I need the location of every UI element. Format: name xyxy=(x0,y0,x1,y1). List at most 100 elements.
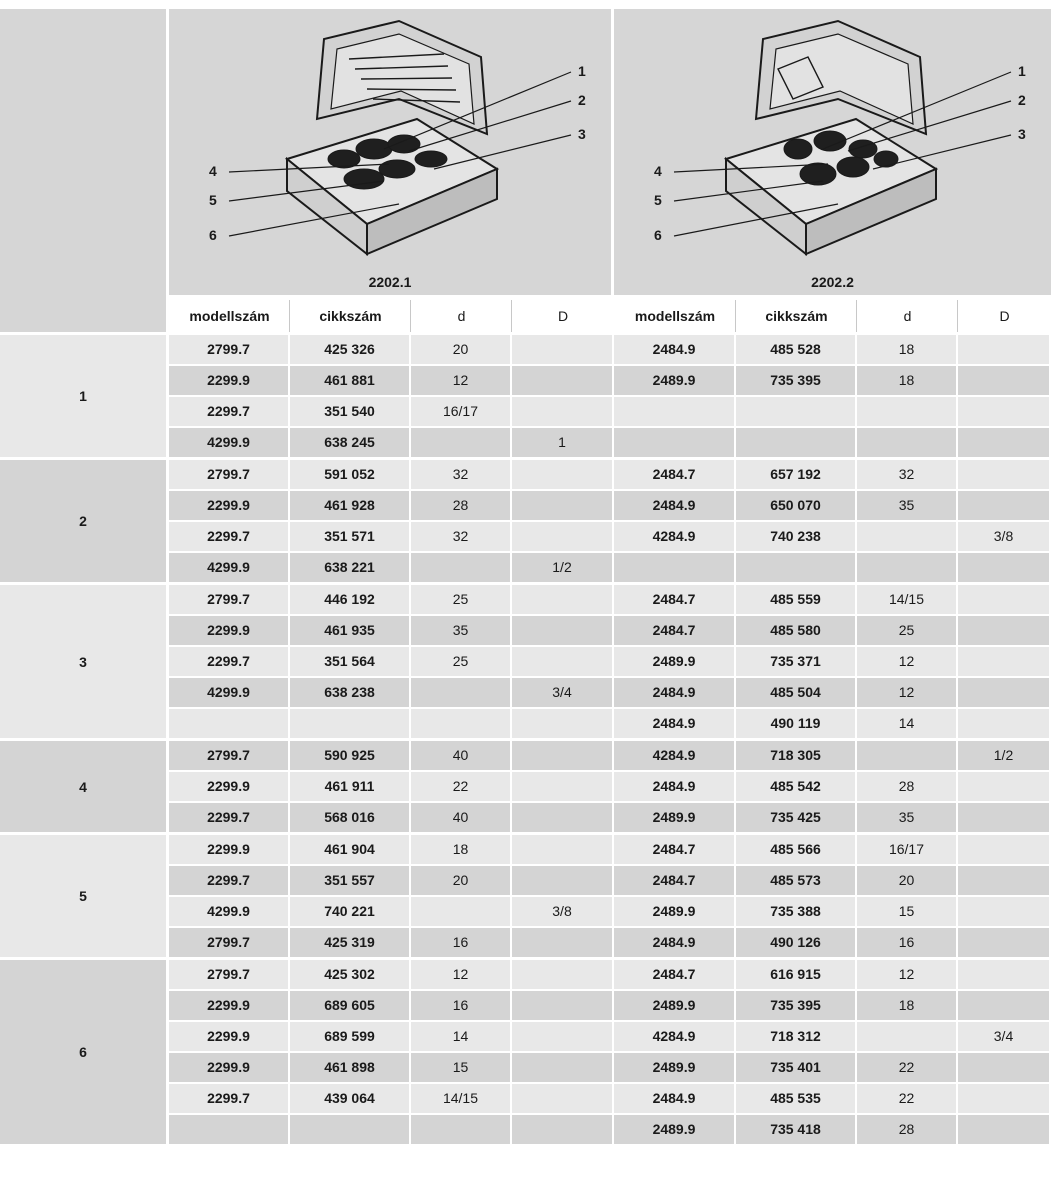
table-cell: 461 881 xyxy=(290,366,409,395)
table-cell: 2484.9 xyxy=(614,928,734,957)
group-number-cell: 3 xyxy=(0,585,166,738)
column-header: d xyxy=(457,308,466,324)
callout-line xyxy=(408,100,572,152)
table-cell: 2799.7 xyxy=(169,585,288,614)
table-cell: 718 305 xyxy=(736,741,855,770)
lid-pocket xyxy=(777,56,824,100)
table-cell xyxy=(512,928,612,957)
tool-insert xyxy=(836,156,870,178)
callout-number: 5 xyxy=(209,192,217,208)
tool-insert xyxy=(799,162,837,186)
table-cell xyxy=(512,616,612,645)
table-cell: 2299.7 xyxy=(169,397,288,426)
table-cell: 4299.9 xyxy=(169,678,288,707)
table-cell: 735 395 xyxy=(736,366,855,395)
table-cell: 2489.9 xyxy=(614,1053,734,1082)
table-cell xyxy=(958,835,1049,864)
table-cell: 12 xyxy=(411,366,510,395)
table-cell: 2299.9 xyxy=(169,1022,288,1051)
table-cell: 735 425 xyxy=(736,803,855,832)
tool-insert xyxy=(414,150,448,168)
column-divider xyxy=(957,300,958,332)
table-cell xyxy=(958,491,1049,520)
callout-number: 2 xyxy=(578,92,586,108)
table-cell: 32 xyxy=(411,460,510,489)
group-number: 5 xyxy=(79,888,87,904)
callout-line xyxy=(673,180,824,202)
table-cell: 2299.7 xyxy=(169,803,288,832)
table-cell xyxy=(512,397,612,426)
tool-insert xyxy=(873,150,899,168)
table-cell: 4284.9 xyxy=(614,1022,734,1051)
table-cell: 718 312 xyxy=(736,1022,855,1051)
callout-number: 1 xyxy=(578,63,586,79)
table-cell: 28 xyxy=(857,1115,956,1144)
table-cell: 2299.9 xyxy=(169,1053,288,1082)
table-cell: 2299.7 xyxy=(169,1084,288,1113)
table-cell xyxy=(958,1053,1049,1082)
column-divider xyxy=(856,300,857,332)
table-cell xyxy=(958,428,1049,457)
lid-slot xyxy=(348,53,445,60)
table-cell: 2484.9 xyxy=(614,709,734,738)
table-cell xyxy=(512,1115,612,1144)
table-cell: 2484.7 xyxy=(614,866,734,895)
column-header: d xyxy=(903,308,912,324)
table-cell: 40 xyxy=(411,741,510,770)
group-number-cell: 4 xyxy=(0,741,166,832)
table-cell: 2489.9 xyxy=(614,991,734,1020)
lid-slot xyxy=(354,65,449,70)
table-cell: 3/4 xyxy=(512,678,612,707)
table-cell: 25 xyxy=(857,616,956,645)
table-cell: 735 418 xyxy=(736,1115,855,1144)
table-cell: 2484.7 xyxy=(614,960,734,989)
table-cell xyxy=(958,647,1049,676)
table-cell: 2484.9 xyxy=(614,772,734,801)
table-cell: 490 119 xyxy=(736,709,855,738)
callout-line xyxy=(433,134,572,170)
table-cell: 14 xyxy=(411,1022,510,1051)
callout-line xyxy=(847,100,1012,152)
column-divider xyxy=(289,300,290,332)
table-cell: 20 xyxy=(411,866,510,895)
callout-line xyxy=(822,71,1012,150)
table-cell: 461 911 xyxy=(290,772,409,801)
table-cell: 461 928 xyxy=(290,491,409,520)
table-cell: 485 580 xyxy=(736,616,855,645)
table-cell: 2484.7 xyxy=(614,835,734,864)
callout-number: 3 xyxy=(1018,126,1026,142)
table-cell xyxy=(958,553,1049,582)
table-cell: 14/15 xyxy=(857,585,956,614)
table-cell: 439 064 xyxy=(290,1084,409,1113)
group-number-cell: 1 xyxy=(0,335,166,457)
table-cell: 351 540 xyxy=(290,397,409,426)
table-cell: 2299.9 xyxy=(169,772,288,801)
tool-insert xyxy=(813,130,847,152)
case-panel-2202-2: 2202.2 1 2 3 4 5 6 xyxy=(614,9,1051,295)
column-divider xyxy=(511,300,512,332)
case-illustration xyxy=(673,19,1012,257)
table-cell: 425 326 xyxy=(290,335,409,364)
table-cell: 2799.7 xyxy=(169,960,288,989)
callout-line xyxy=(872,134,1012,170)
callout-number: 4 xyxy=(654,163,662,179)
table-cell: 425 302 xyxy=(290,960,409,989)
callout-line xyxy=(673,203,839,237)
callout-line xyxy=(673,163,829,173)
table-cell xyxy=(614,553,734,582)
table-cell: 735 388 xyxy=(736,897,855,926)
case-label: 2202.2 xyxy=(811,274,854,290)
table-cell: 490 126 xyxy=(736,928,855,957)
table-cell xyxy=(958,803,1049,832)
table-cell: 485 566 xyxy=(736,835,855,864)
table-cell xyxy=(512,709,612,738)
table-cell: 4299.9 xyxy=(169,897,288,926)
table-cell xyxy=(736,428,855,457)
table-cell: 485 535 xyxy=(736,1084,855,1113)
table-cell: 485 504 xyxy=(736,678,855,707)
table-cell: 32 xyxy=(411,522,510,551)
table-cell xyxy=(512,835,612,864)
table-cell: 2489.9 xyxy=(614,1115,734,1144)
table-cell: 2299.9 xyxy=(169,366,288,395)
column-header: modellszám xyxy=(189,308,270,324)
